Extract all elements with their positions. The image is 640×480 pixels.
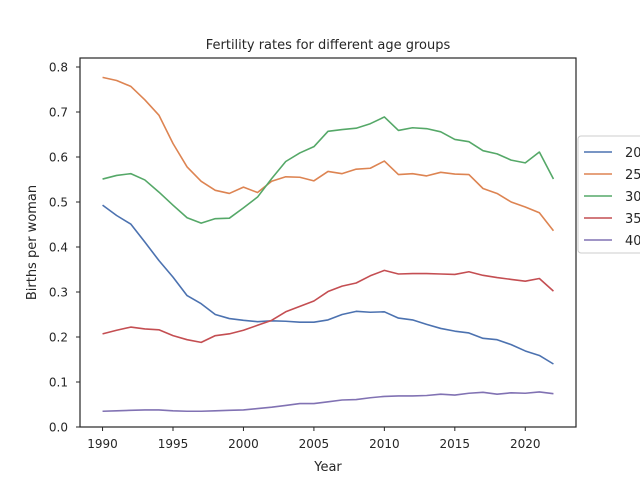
legend-label-20: 20 (625, 146, 640, 161)
plot-area (102, 76, 555, 413)
y-tick-label: 0.4 (49, 241, 68, 255)
chart-title: Fertility rates for different age groups (206, 38, 451, 53)
y-axis: 0.0 0.1 0.2 0.3 0.4 0.5 0.6 0.7 0.8 (49, 61, 80, 435)
series-line-25 (102, 76, 555, 232)
y-tick-label: 0.5 (49, 196, 68, 210)
x-axis: 1990 1995 2000 2005 2010 2015 2020 (87, 427, 541, 451)
y-tick-label: 0.3 (49, 286, 68, 300)
series-line-30 (102, 116, 555, 224)
x-tick-label: 2010 (369, 437, 400, 451)
legend-label-40: 40 (625, 234, 640, 249)
x-axis-label: Year (313, 460, 342, 475)
legend-label-30: 30 (625, 190, 640, 205)
x-tick-label: 2000 (228, 437, 259, 451)
x-tick-label: 2005 (299, 437, 330, 451)
y-tick-label: 0.0 (49, 421, 68, 435)
y-axis-label: Births per woman (25, 185, 40, 300)
y-tick-label: 0.6 (49, 151, 68, 165)
x-tick-label: 2020 (510, 437, 541, 451)
x-tick-label: 2015 (440, 437, 471, 451)
y-tick-label: 0.2 (49, 331, 68, 345)
y-tick-label: 0.8 (49, 61, 68, 75)
series-line-20 (102, 204, 554, 365)
axes-frame (79, 57, 577, 428)
legend: 20 25 30 35 40 (577, 135, 640, 254)
legend-box (577, 135, 640, 254)
legend-label-25: 25 (625, 168, 640, 183)
series-line-35 (102, 269, 554, 344)
y-tick-label: 0.1 (49, 376, 68, 390)
y-tick-label: 0.7 (49, 106, 68, 120)
legend-label-35: 35 (625, 212, 640, 227)
series-line-40 (102, 391, 554, 413)
x-tick-label: 1995 (158, 437, 189, 451)
x-tick-label: 1990 (87, 437, 118, 451)
